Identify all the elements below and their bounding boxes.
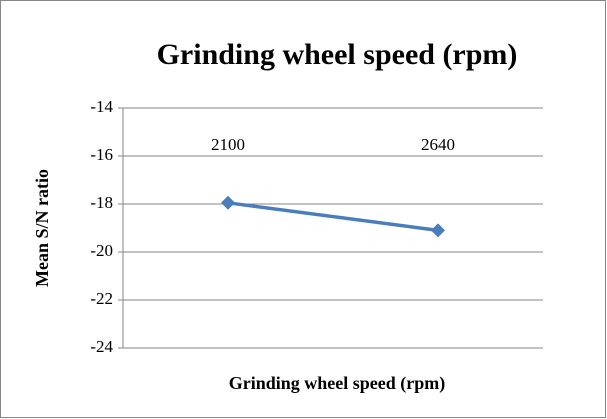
data-point [221,195,235,210]
x-tick-label: 2100 [211,135,245,154]
y-tick-label: -20 [90,241,113,260]
data-point [431,223,445,238]
y-tick-label: -14 [90,97,113,116]
y-tick-label: -22 [90,289,113,308]
y-tick-label: -24 [90,337,113,356]
y-tick-label: -16 [90,145,113,164]
x-axis-label: Grinding wheel speed (rpm) [229,373,446,394]
y-tick-label: -18 [90,193,113,212]
data-line [227,201,439,233]
y-axis-label: Mean S/N ratio [32,169,52,287]
chart-title: Grinding wheel speed (rpm) [157,38,518,71]
x-tick-label: 2640 [421,135,455,154]
